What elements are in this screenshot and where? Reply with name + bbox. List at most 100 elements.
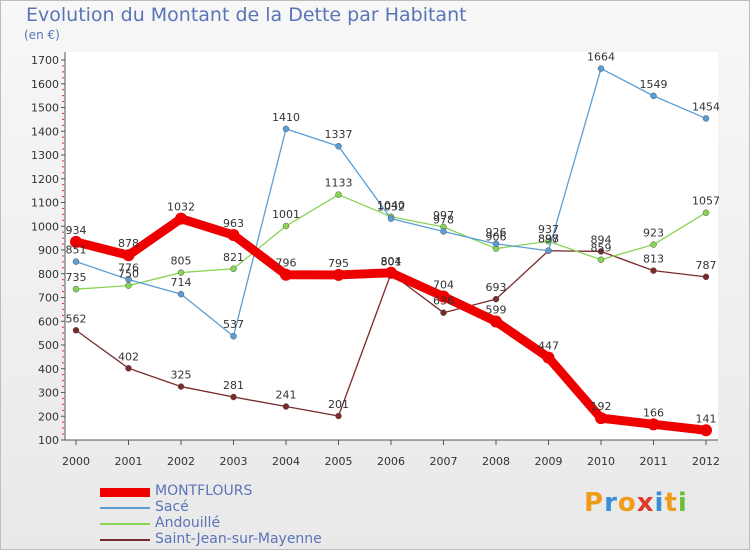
data-point — [125, 365, 132, 372]
y-tick-label: 1300 — [31, 149, 59, 162]
data-label: 1001 — [272, 208, 300, 221]
data-point — [387, 215, 395, 222]
data-label: 1410 — [272, 111, 300, 124]
x-tick-label: 2012 — [692, 455, 720, 468]
data-point — [282, 125, 290, 133]
data-label: 934 — [66, 224, 87, 237]
data-label: 898 — [538, 233, 559, 246]
data-point — [702, 115, 710, 122]
data-label: 1549 — [640, 78, 668, 91]
data-label: 241 — [276, 389, 297, 402]
data-point — [702, 209, 710, 216]
data-point — [650, 241, 657, 248]
data-label: 906 — [486, 231, 507, 244]
x-tick-label: 2004 — [272, 455, 300, 468]
data-label: 801 — [381, 256, 402, 269]
data-point — [177, 269, 185, 276]
x-tick-label: 2009 — [535, 455, 563, 468]
x-tick-label: 2003 — [220, 455, 248, 468]
data-point — [492, 295, 500, 303]
data-point — [282, 403, 290, 410]
data-point — [175, 212, 187, 225]
data-point — [230, 332, 237, 340]
y-tick-label: 700 — [38, 292, 59, 305]
y-tick-label: 500 — [38, 339, 59, 352]
logo-letter: P — [584, 488, 605, 518]
y-tick-label: 1700 — [31, 54, 59, 67]
data-label: 562 — [66, 312, 87, 325]
data-label: 537 — [223, 318, 244, 331]
x-tick-label: 2005 — [325, 455, 353, 468]
data-label: 447 — [538, 340, 559, 353]
data-label: 804 — [381, 255, 402, 268]
data-point — [72, 258, 80, 265]
logo-letter: r — [604, 488, 618, 518]
data-label: 192 — [591, 400, 612, 413]
data-label: 693 — [486, 281, 507, 294]
data-point — [650, 267, 657, 274]
legend-label: Saint-Jean-sur-Mayenne — [155, 531, 322, 547]
data-point — [385, 266, 397, 279]
data-point — [70, 235, 82, 248]
legend-label: Andouillé — [155, 515, 221, 531]
data-label: 714 — [171, 276, 192, 289]
y-tick-label: 900 — [38, 244, 59, 257]
data-label: 735 — [66, 271, 87, 284]
data-label: 776 — [118, 261, 139, 274]
logo-letter: t — [664, 488, 678, 518]
data-point — [440, 228, 447, 235]
data-label: 1057 — [692, 195, 720, 208]
data-point — [597, 256, 605, 263]
data-label: 750 — [118, 268, 139, 281]
y-tick-label: 1100 — [31, 197, 59, 210]
y-tick-label: 1500 — [31, 102, 59, 115]
data-label: 821 — [223, 251, 244, 264]
data-point — [125, 282, 132, 289]
data-label: 704 — [433, 279, 454, 292]
data-label: 851 — [66, 244, 87, 257]
x-tick-label: 2011 — [640, 455, 668, 468]
logo-letter: o — [617, 488, 637, 518]
data-point — [542, 351, 555, 364]
data-point — [597, 65, 605, 72]
x-tick-label: 2008 — [482, 455, 510, 468]
plot-area — [65, 52, 718, 440]
data-label: 796 — [276, 257, 297, 270]
data-label: 1454 — [692, 100, 720, 113]
data-label: 805 — [171, 255, 192, 268]
data-point — [125, 276, 132, 283]
data-label: 894 — [591, 233, 612, 246]
data-label: 1133 — [325, 177, 353, 190]
data-point — [492, 240, 500, 248]
y-tick-label: 1600 — [31, 78, 59, 91]
y-tick-label: 400 — [38, 363, 59, 376]
data-label: 897 — [538, 233, 559, 246]
data-label: 599 — [486, 303, 507, 316]
data-label: 402 — [118, 350, 139, 363]
data-label: 1040 — [377, 199, 405, 212]
data-point — [335, 142, 342, 150]
data-label: 813 — [643, 253, 664, 266]
data-label: 1032 — [167, 201, 195, 214]
y-tick-label: 1000 — [31, 220, 59, 233]
logo-letter: i — [677, 488, 688, 518]
data-point — [490, 315, 502, 328]
data-point — [595, 412, 607, 425]
legend-label: Sacé — [155, 499, 189, 515]
logo-letter: x — [636, 488, 655, 518]
data-point — [72, 285, 80, 293]
logo-letter: i — [654, 488, 665, 518]
legend-swatch — [100, 488, 150, 497]
unit-label: (en €) — [24, 28, 60, 42]
data-point — [597, 248, 605, 255]
legend-label: MONTFLOURS — [155, 483, 253, 499]
legend-swatch — [100, 539, 150, 541]
data-label: 636 — [433, 295, 454, 308]
data-point — [545, 247, 552, 254]
data-label: 963 — [223, 217, 244, 230]
data-point — [335, 191, 342, 198]
legend-swatch — [100, 507, 150, 509]
data-point — [72, 327, 80, 334]
y-tick-label: 600 — [38, 315, 59, 328]
